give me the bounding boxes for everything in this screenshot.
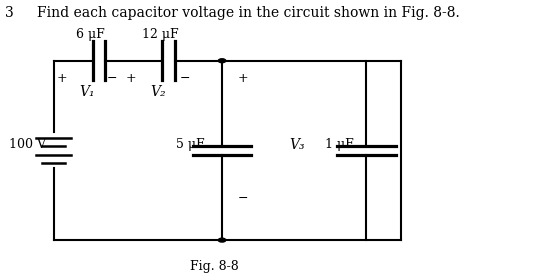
Text: V₂: V₂ [150,86,166,99]
Text: −: − [179,72,190,85]
Text: V₁: V₁ [79,86,95,99]
Text: 3: 3 [5,6,14,20]
Text: 100 V: 100 V [9,138,47,152]
Circle shape [218,59,226,63]
Text: +: + [126,72,136,85]
Text: −: − [238,192,249,205]
Text: 12 μF: 12 μF [142,28,179,41]
Text: 1 μF: 1 μF [325,138,354,152]
Text: V₃: V₃ [289,138,305,152]
Text: 6 μF: 6 μF [75,28,104,41]
Text: Find each capacitor voltage in the circuit shown in Fig. 8-8.: Find each capacitor voltage in the circu… [37,6,460,20]
Text: +: + [238,72,249,85]
Text: Fig. 8-8: Fig. 8-8 [189,260,239,273]
Text: −: − [107,72,118,85]
Text: 5 μF: 5 μF [175,138,204,152]
Circle shape [218,238,226,242]
Text: +: + [56,72,67,85]
